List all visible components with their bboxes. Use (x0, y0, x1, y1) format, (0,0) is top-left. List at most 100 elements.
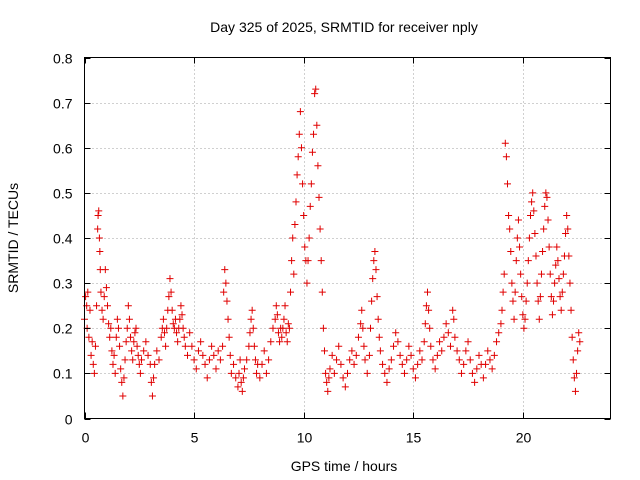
data-points-layer (81, 85, 584, 400)
data-point (370, 257, 378, 265)
data-point (363, 369, 371, 377)
data-point (383, 378, 391, 386)
data-point (341, 383, 349, 391)
data-point (473, 365, 481, 373)
data-point (90, 369, 98, 377)
data-point (373, 293, 381, 301)
data-point (387, 356, 395, 364)
data-point (323, 378, 331, 386)
data-point (539, 248, 547, 256)
data-point (514, 216, 522, 224)
data-point (122, 338, 130, 346)
data-point (555, 275, 563, 283)
data-point (554, 257, 562, 265)
data-point (407, 351, 415, 359)
data-point (168, 306, 176, 314)
data-point (330, 369, 338, 377)
data-point (546, 270, 554, 278)
data-point (129, 356, 137, 364)
data-point (557, 306, 565, 314)
data-point (291, 220, 299, 228)
data-point (450, 315, 458, 323)
data-point (490, 351, 498, 359)
data-point (315, 193, 323, 201)
data-point (110, 351, 118, 359)
data-point (537, 270, 545, 278)
data-point (117, 365, 125, 373)
data-point (87, 351, 95, 359)
data-point (150, 374, 158, 382)
data-point (438, 347, 446, 355)
data-point (249, 324, 257, 332)
y-tick-label: 0.6 (53, 141, 73, 157)
data-point (192, 365, 200, 373)
data-point (506, 225, 514, 233)
data-point (427, 342, 435, 350)
data-point (367, 324, 375, 332)
data-point (431, 365, 439, 373)
data-point (142, 338, 150, 346)
data-point (433, 351, 441, 359)
data-point (460, 360, 468, 368)
data-point (125, 315, 133, 323)
data-point (375, 333, 383, 341)
data-point (567, 306, 575, 314)
data-point (238, 387, 246, 395)
data-point (119, 392, 127, 400)
data-point (253, 369, 261, 377)
data-point (390, 342, 398, 350)
data-point (421, 320, 429, 328)
data-point (260, 347, 268, 355)
data-point (265, 356, 273, 364)
data-point (130, 338, 138, 346)
data-point (273, 311, 281, 319)
data-point (368, 297, 376, 305)
data-point (462, 347, 470, 355)
data-point (442, 320, 450, 328)
data-point (344, 369, 351, 377)
data-point (324, 387, 332, 395)
chart-title: Day 325 of 2025, SRMTID for receiver npl… (210, 19, 478, 35)
data-point (214, 347, 222, 355)
data-point (451, 333, 459, 341)
data-point (423, 288, 431, 296)
data-point (310, 130, 318, 138)
data-point (95, 234, 103, 242)
data-point (518, 293, 526, 301)
data-point (281, 302, 289, 310)
data-point (111, 369, 119, 377)
data-point (169, 320, 177, 328)
data-point (289, 234, 297, 242)
data-point (426, 324, 434, 332)
data-point (237, 378, 245, 386)
data-point (297, 144, 305, 152)
data-point (381, 369, 389, 377)
data-point (568, 333, 576, 341)
x-axis-label: GPS time / hours (291, 458, 398, 474)
data-point (511, 288, 519, 296)
data-point (147, 378, 155, 386)
data-point (251, 356, 259, 364)
y-tick-label: 0.7 (53, 96, 73, 112)
data-point (536, 293, 544, 301)
data-point (420, 338, 428, 346)
data-point (372, 266, 380, 274)
data-point (457, 369, 465, 377)
data-point (127, 333, 135, 341)
data-point (136, 369, 144, 377)
data-point (531, 229, 539, 237)
data-point (498, 306, 506, 314)
data-point (436, 338, 444, 346)
data-point (316, 225, 324, 233)
data-point (208, 342, 216, 350)
data-point (533, 279, 541, 287)
data-point (354, 333, 362, 341)
data-point (475, 351, 483, 359)
data-point (120, 374, 128, 382)
data-point (106, 333, 114, 341)
data-point (227, 369, 235, 377)
data-point (307, 180, 315, 188)
data-point (376, 347, 384, 355)
data-point (525, 234, 533, 242)
data-point (552, 261, 560, 269)
